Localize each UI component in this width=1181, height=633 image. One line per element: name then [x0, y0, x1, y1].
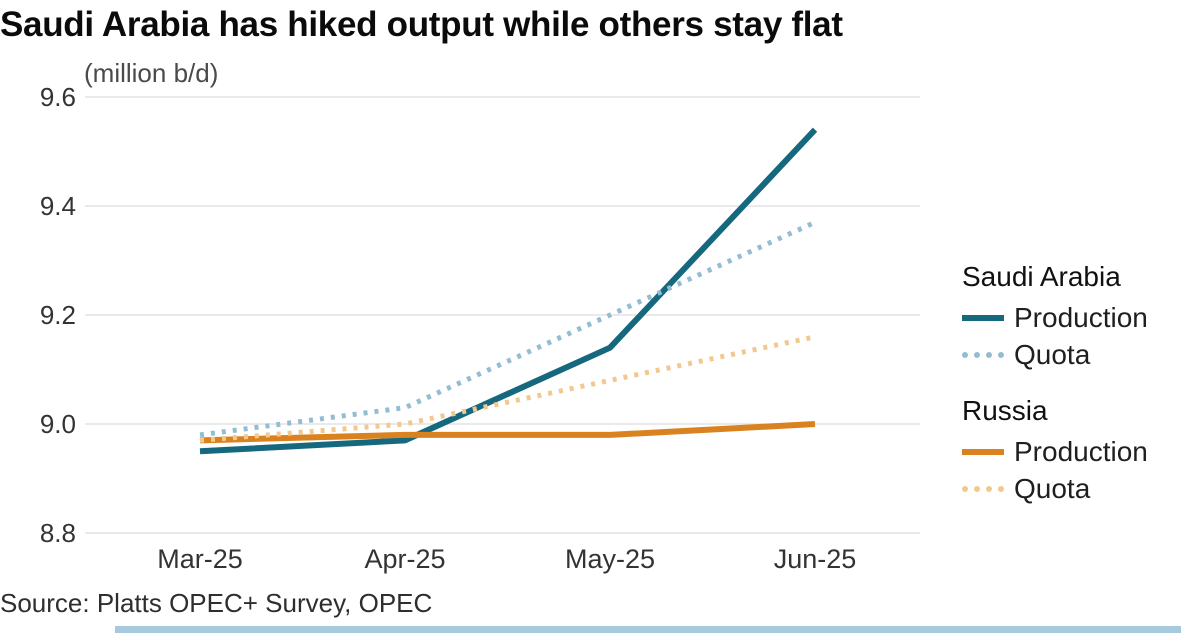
y-axis-tick-label: 9.6 — [39, 82, 76, 112]
chart-title: Saudi Arabia has hiked output while othe… — [0, 5, 843, 44]
series-line-russia-production — [199, 421, 816, 444]
dotted-line-swatch-icon — [962, 351, 1004, 358]
legend-item: Production — [962, 299, 1180, 336]
y-axis-tick-label: 9.0 — [39, 409, 76, 439]
plot-svg — [85, 96, 920, 534]
legend-group-title: Russia — [962, 395, 1048, 426]
series-line-russia-quota — [199, 334, 816, 443]
series-line-saudi-arabia-production — [199, 127, 818, 455]
solid-line-swatch-icon — [962, 314, 1004, 321]
legend-item-label: Quota — [1014, 472, 1091, 504]
y-axis-tick-label: 9.2 — [39, 300, 76, 330]
y-axis-tick-label: 9.4 — [39, 191, 76, 221]
chart-subtitle: (million b/d) — [84, 58, 219, 88]
legend-item: Production — [962, 433, 1180, 470]
legend-group-saudi-arabia: Saudi Arabia Production Quota — [962, 260, 1180, 373]
x-axis-tick-label: Apr-25 — [364, 544, 446, 574]
dotted-line-swatch-icon — [962, 485, 1004, 492]
y-axis-tick-label: 8.8 — [39, 518, 76, 548]
legend-item-label: Quota — [1014, 338, 1091, 370]
legend-item: Quota — [962, 470, 1180, 507]
legend: Saudi Arabia Production Quota Russia Pro… — [962, 260, 1180, 507]
legend-item: Quota — [962, 336, 1180, 373]
series-line-saudi-arabia-quota — [199, 220, 817, 438]
legend-item-label: Production — [1014, 301, 1148, 333]
solid-line-swatch-icon — [962, 448, 1004, 455]
x-axis-tick-label: Jun-25 — [773, 544, 857, 574]
legend-group-title: Saudi Arabia — [962, 261, 1121, 292]
footer-accent-bar — [115, 626, 1181, 633]
legend-item-label: Production — [1014, 435, 1148, 467]
source-attribution: Source: Platts OPEC+ Survey, OPEC — [0, 588, 433, 618]
x-axis-tick-label: May-25 — [564, 544, 656, 574]
legend-group-russia: Russia Production Quota — [962, 394, 1180, 507]
x-axis-tick-label: Mar-25 — [157, 544, 243, 574]
